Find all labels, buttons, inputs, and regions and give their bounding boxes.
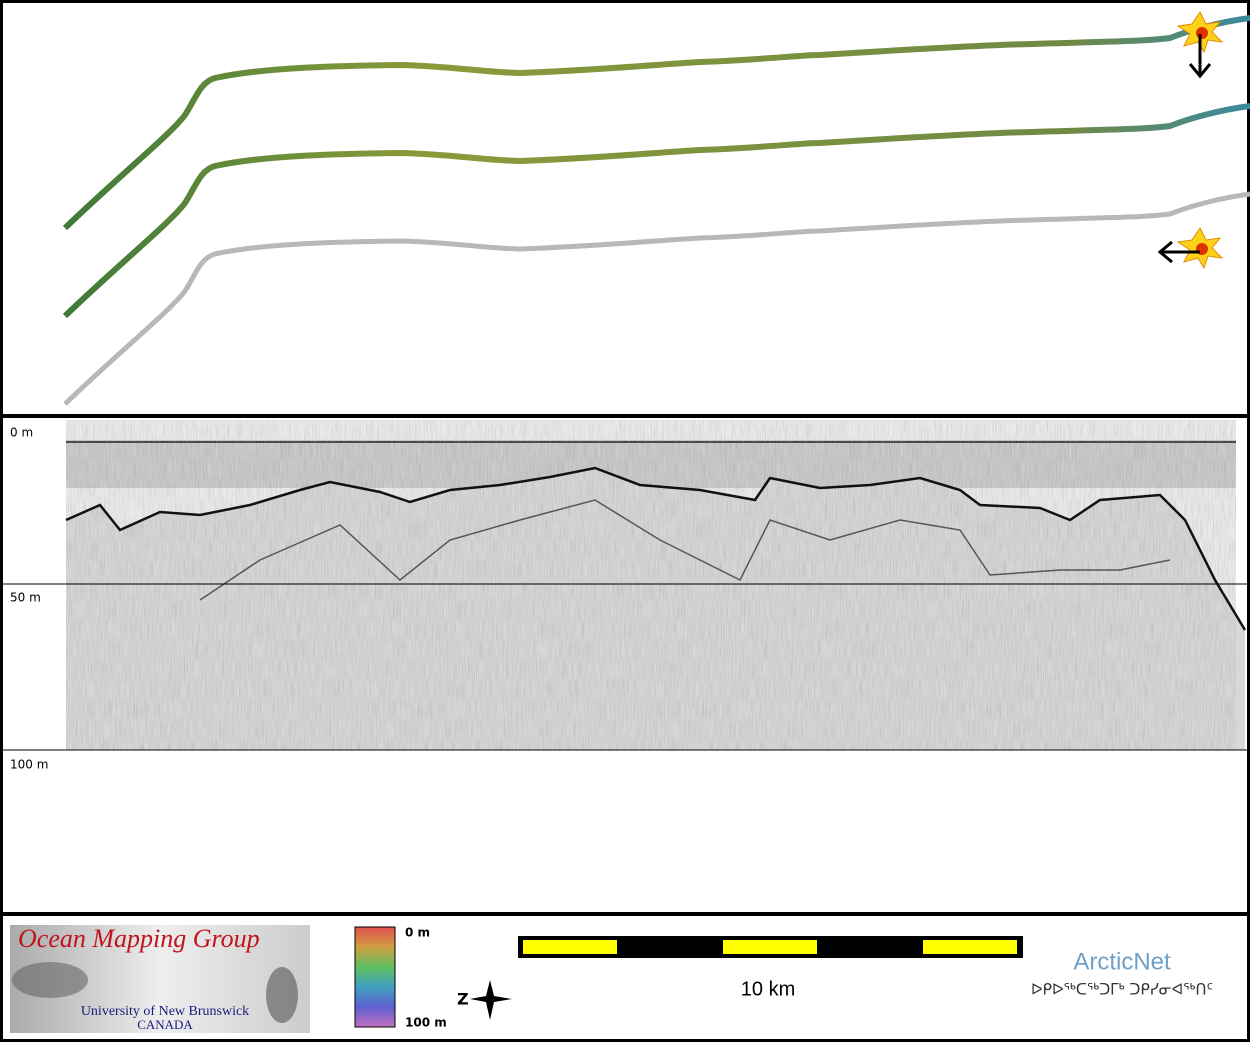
divider — [0, 912, 1250, 916]
depth-label: 100 m — [10, 758, 48, 772]
logo-figure — [12, 962, 88, 998]
logo-university: University of New Brunswick — [81, 1004, 249, 1019]
colorbar-label: 100 m — [405, 1016, 447, 1030]
scale-segment — [923, 940, 1017, 954]
logo-country: CANADA — [137, 1017, 193, 1032]
divider — [0, 414, 1250, 418]
reflector — [199, 499, 1171, 601]
swath-panel — [65, 11, 1250, 404]
colorbar-label: 0 m — [405, 926, 430, 940]
scale-segment — [523, 940, 617, 954]
scale-label: 10 km — [741, 978, 795, 1000]
colorbar — [354, 926, 396, 1028]
profile-texture — [66, 420, 1236, 750]
depth-label: 0 m — [10, 426, 33, 440]
partner-name: ArcticNet — [1073, 948, 1171, 975]
swath-track — [65, 194, 1250, 404]
swath-track — [65, 106, 1250, 316]
compass-label: Z — [457, 990, 469, 1009]
logo-title: Ocean Mapping Group — [18, 924, 260, 953]
profile-panel: 0 m 50 m 100 m — [0, 420, 1250, 772]
logo-figure — [266, 967, 298, 1023]
legend: Ocean Mapping Group University of New Br… — [10, 924, 1213, 1033]
seafloor — [65, 466, 1247, 631]
arrow-head — [1188, 63, 1212, 79]
compass-rose — [470, 980, 512, 1020]
swath-track — [65, 18, 1250, 228]
depth-label: 50 m — [10, 591, 41, 605]
scale-segment — [723, 940, 817, 954]
arrow-head — [1157, 240, 1173, 264]
star-core — [1196, 27, 1208, 39]
partner-syllabics: ᐅᑭᐅᖅᑕᖅᑐᒥᒃ ᑐᑭᓯᓂᐊᖅᑎᑦ — [1031, 981, 1213, 999]
